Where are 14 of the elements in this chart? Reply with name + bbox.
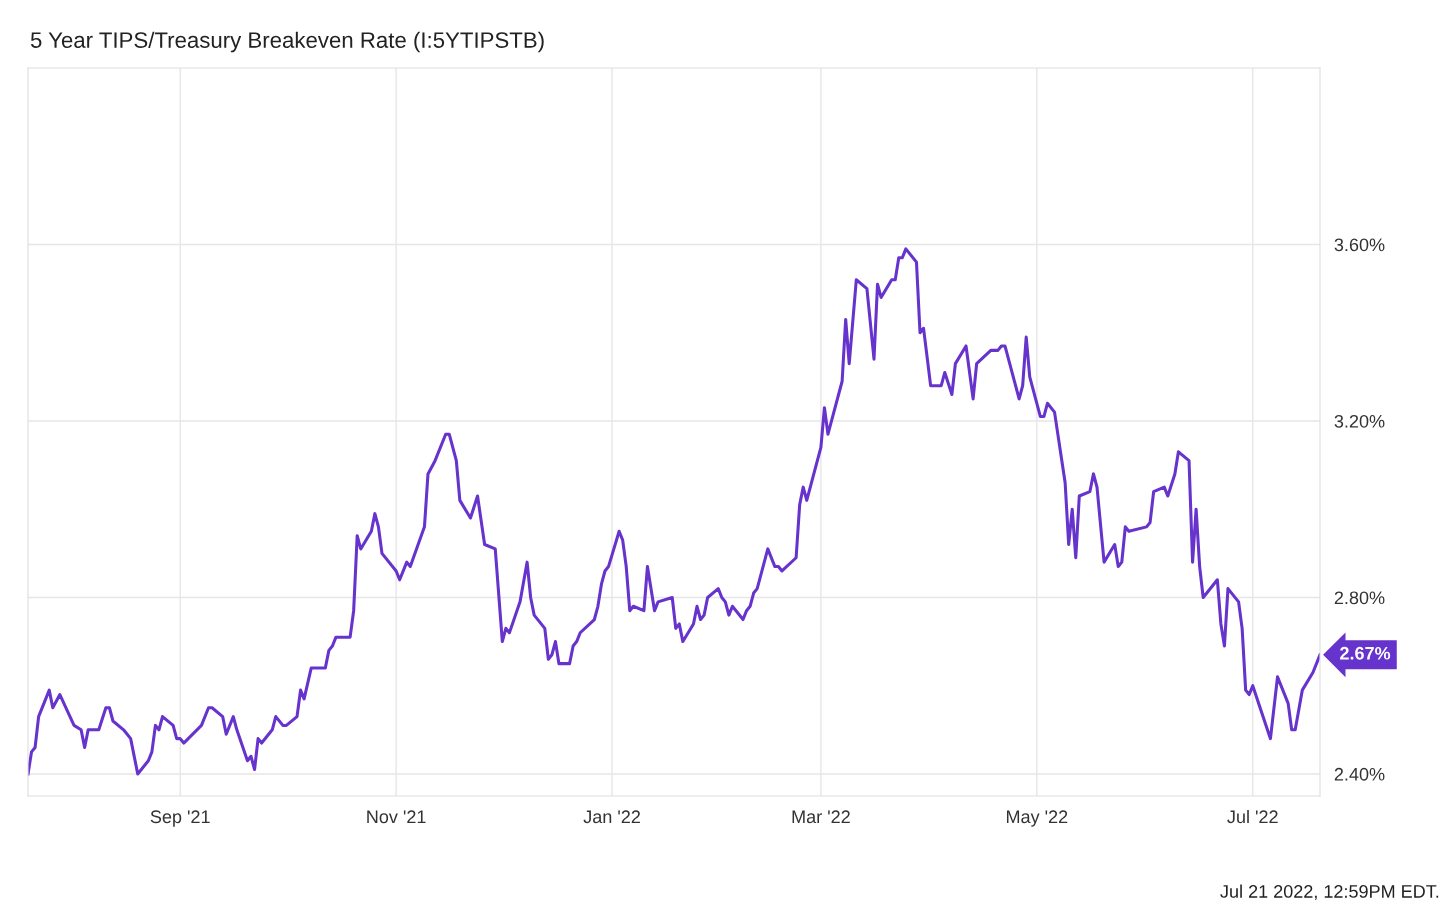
x-tick-label: Nov '21 [367, 810, 426, 824]
y-tick-label: 2.80% [1334, 591, 1385, 605]
x-tick-label: Mar '22 [792, 810, 850, 824]
x-tick-label: May '22 [1006, 810, 1068, 827]
y-tick-label: 3.60% [1334, 238, 1385, 252]
y-tick-label: 3.20% [1334, 414, 1385, 428]
x-tick-label: Jan '22 [583, 810, 640, 824]
x-tick-label: Sep '21 [150, 810, 210, 827]
chart-title: 5 Year TIPS/Treasury Breakeven Rate (I:5YTIPSTB) [30, 31, 544, 53]
x-tick-label: Jul '22 [1227, 809, 1278, 824]
annotation: 2.67% [1340, 646, 1391, 660]
line-series [28, 247, 1320, 776]
y-tick-label: 2.40% [1334, 767, 1385, 781]
text: Jul 21 2022, 12:59PM EDT. [1220, 884, 1439, 900]
